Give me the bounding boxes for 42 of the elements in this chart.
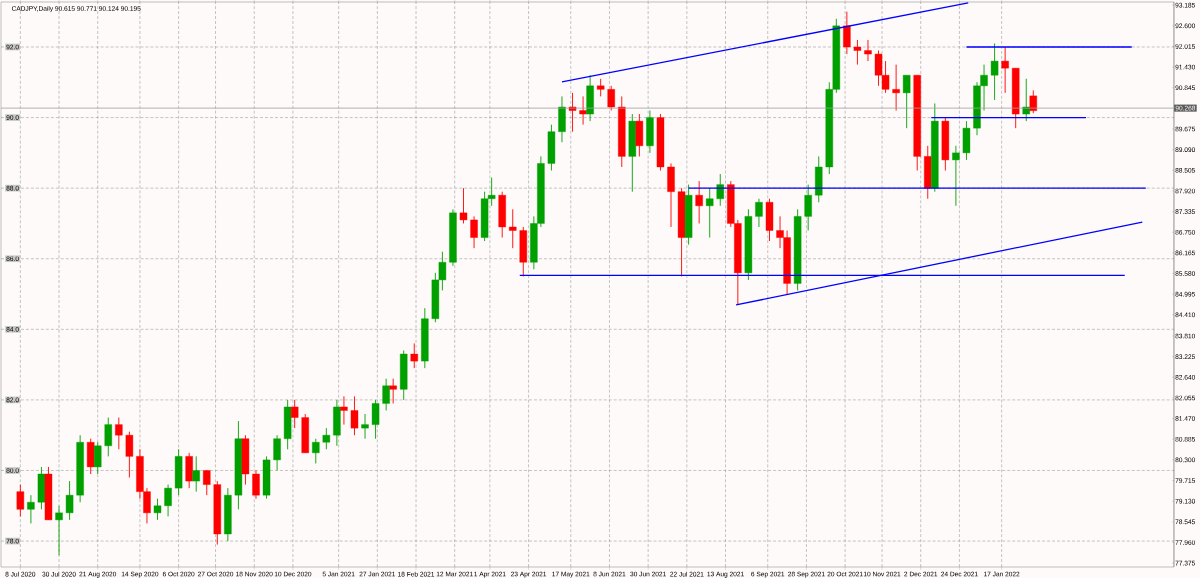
candlestick (705, 187, 714, 239)
candlestick (509, 208, 517, 249)
candlestick (892, 64, 900, 111)
candlestick (65, 480, 74, 521)
candlestick (361, 413, 369, 440)
candlestick (410, 342, 418, 369)
candlestick (290, 399, 299, 429)
candlestick (371, 399, 380, 440)
candlestick (27, 494, 35, 524)
candlestick (853, 39, 862, 66)
candlestick (55, 505, 63, 556)
candlestick (755, 198, 763, 228)
candlestick (990, 43, 999, 101)
candlestick (902, 74, 911, 129)
candlestick (952, 145, 960, 207)
candlestick (153, 498, 162, 521)
candlestick (125, 431, 134, 478)
candlestick (312, 438, 320, 464)
candlestick (695, 180, 703, 224)
candlestick (273, 434, 281, 471)
candlestick (94, 441, 102, 475)
candlestick (16, 484, 25, 517)
candlestick (1001, 46, 1009, 94)
candlestick (203, 470, 211, 496)
candlestick (389, 378, 397, 404)
candlestick (322, 427, 331, 450)
candlestick (459, 187, 468, 224)
candlestick (115, 417, 123, 450)
candlestick (843, 11, 851, 55)
candlestick (252, 470, 260, 500)
candlestick (164, 484, 172, 517)
candlestick (340, 395, 348, 426)
candlestick (382, 378, 390, 411)
candlestick (104, 417, 112, 457)
candlestick (716, 173, 724, 207)
candlestick (864, 39, 872, 62)
candlestick (804, 184, 812, 231)
candlestick (192, 455, 200, 493)
candlestick (579, 95, 587, 126)
candlestick (470, 215, 478, 249)
candlestick (607, 85, 615, 111)
candlestick (350, 395, 359, 436)
